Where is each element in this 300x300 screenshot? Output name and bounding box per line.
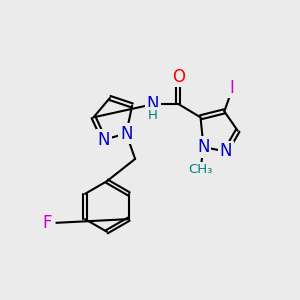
Text: N: N xyxy=(220,142,232,160)
Text: F: F xyxy=(42,214,52,232)
Text: I: I xyxy=(229,79,234,97)
Text: CH₃: CH₃ xyxy=(188,163,213,176)
Text: H: H xyxy=(148,109,158,122)
Text: N: N xyxy=(120,125,133,143)
Text: N: N xyxy=(98,130,110,148)
Text: N: N xyxy=(197,138,210,156)
Text: O: O xyxy=(172,68,185,85)
Text: N: N xyxy=(147,95,159,113)
